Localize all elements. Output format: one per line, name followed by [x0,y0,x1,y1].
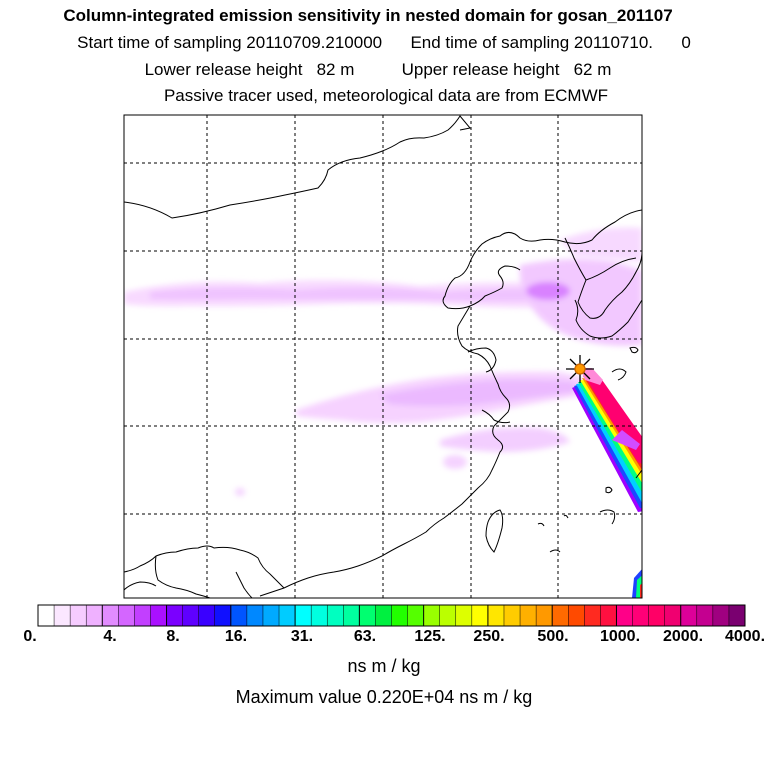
colorbar-cell [568,605,585,626]
korea-core [526,282,570,300]
colorbar-cell [311,605,328,626]
colorbar-cell [182,605,199,626]
colorbar-tick-label: 16. [224,628,248,645]
colorbar-cell [359,605,376,626]
colorbar-cell [487,605,505,626]
colorbar-tick-label: 1000. [599,628,641,645]
colorbar-cell [102,605,119,626]
colorbar-tick-label: 0. [23,628,37,645]
colorbar-cell [439,605,457,626]
colorbar-cell [696,605,714,626]
colorbar-cell [198,605,216,626]
coastlines [124,115,642,598]
sensitivity-field-low [124,227,642,496]
colorbar-cell [664,605,682,626]
colorbar-cell [375,605,392,626]
central-plume-core [380,379,575,406]
korea-patch [519,259,642,346]
colorbar-tick-label: 31. [290,628,314,645]
colorbar-tick-label: 63. [353,628,377,645]
west-patch [235,488,245,496]
release-height-line: Lower release height 82 m Upper release … [144,60,612,79]
colorbar-cell [455,605,473,626]
colorbar-cell [295,605,312,626]
colorbar-tick-label: 8. [166,628,180,645]
colorbar-cell [279,605,296,626]
colorbar-tick-label: 4000. [724,628,766,645]
northern-plume-core [150,287,590,301]
colorbar-tick-label: 500. [537,628,569,645]
tracer-info-line: Passive tracer used, meteorological data… [163,86,609,105]
maximum-value-label: Maximum value 0.220E+04 ns m / kg [235,687,533,707]
colorbar-cell [262,605,280,626]
colorbar-cell [728,605,746,626]
colorbar-tick-label: 2000. [662,628,704,645]
colorbar-unit-label: ns m / kg [347,656,421,676]
colorbar-tick-label: 250. [473,628,505,645]
chart-title: Column-integrated emission sensitivity i… [63,6,673,25]
colorbar-cell [230,605,248,626]
colorbar-tick-label: 4. [103,628,117,645]
colorbar-cell [134,605,151,626]
map-gridlines [124,115,642,598]
colorbar-cell [584,605,601,626]
east-china-sea-patch [440,427,570,452]
colorbar-cell [214,605,232,626]
sampling-time-line: Start time of sampling 20110709.210000 E… [77,33,691,52]
colorbar-cell [632,605,649,626]
map-frame [123,114,643,599]
colorbar-cell [600,605,617,626]
colorbar-cell [391,605,408,626]
colorbar-cell [54,605,71,626]
colorbar-cell [407,605,424,626]
colorbar-cell [680,605,698,626]
colorbar-cell [70,605,87,626]
colorbar-cell [712,605,730,626]
colorbar-cell [648,605,665,626]
colorbar-cell [536,605,553,626]
colorbar-cell [327,605,344,626]
colorbar-cell [246,605,264,626]
colorbar-cell [166,605,183,626]
colorbar-cell [118,605,135,626]
colorbar-cell [520,605,537,626]
colorbar-cell [616,605,633,626]
colorbar-cell [150,605,167,626]
colorbar-cell [86,605,103,626]
receptor-star-icon [566,355,594,383]
colorbar-cell [503,605,521,626]
colorbar-cell [423,605,441,626]
colorbar-cell [552,605,569,626]
colorbar-cell [471,605,489,626]
south-patch [443,455,467,469]
manchuria-patch [560,227,642,262]
colorbar-cell [343,605,360,626]
colorbar-cell [38,605,55,626]
colorbar-tick-label: 125. [414,628,446,645]
high-sensitivity-band [572,368,642,598]
